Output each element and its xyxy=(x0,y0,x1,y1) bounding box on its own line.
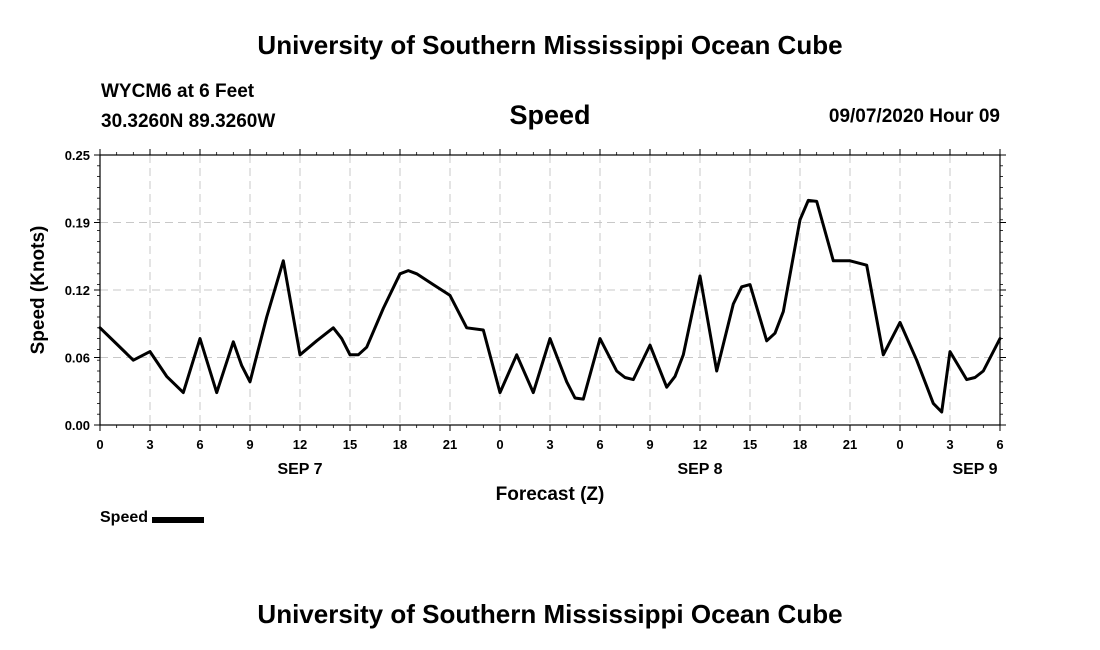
x-tick-label: 3 xyxy=(146,437,153,452)
y-axis-ticks: 0.00 0.06 0.12 0.19 0.25 xyxy=(65,148,1006,433)
station-name: WYCM6 at 6 Feet xyxy=(101,81,255,102)
station-info: WYCM6 at 6 Feet 30.3260N 89.3260W xyxy=(101,77,275,137)
chart-title: Speed xyxy=(509,100,591,130)
legend-label: Speed xyxy=(100,509,149,526)
x-tick-label: 18 xyxy=(793,437,807,452)
x-axis-ticks: 0 3 6 9 12 15 18 21 0 3 6 9 12 15 18 21 0 3 6 xyxy=(96,149,1004,452)
forecast-datetime: 09/07/2020 Hour 09 xyxy=(828,106,1000,127)
series-line-speed xyxy=(98,198,1002,414)
grid-lines xyxy=(100,155,1000,425)
x-tick-label: 0 xyxy=(496,437,503,452)
x-tick-label: 12 xyxy=(693,437,707,452)
x-tick-label: 9 xyxy=(246,437,253,452)
x-tick-label: 18 xyxy=(393,437,407,452)
x-tick-label: 3 xyxy=(946,437,953,452)
y-tick-label: 0.00 xyxy=(65,418,90,433)
y-tick-label: 0.25 xyxy=(65,148,90,163)
x-axis-label: Forecast (Z) xyxy=(496,484,605,505)
x-tick-label: 3 xyxy=(546,437,553,452)
legend: Speed xyxy=(100,509,205,527)
day-labels: SEP 7 SEP 8 SEP 9 xyxy=(277,461,997,478)
x-tick-label: 21 xyxy=(443,437,457,452)
top-title: University of Southern Mississippi Ocean… xyxy=(257,30,843,60)
x-tick-label: 12 xyxy=(293,437,307,452)
station-coordinates: 30.3260N 89.3260W xyxy=(101,111,276,132)
y-tick-label: 0.12 xyxy=(65,283,90,298)
x-tick-label: 6 xyxy=(596,437,603,452)
day-label: SEP 7 xyxy=(277,461,322,478)
x-tick-label: 15 xyxy=(743,437,757,452)
bottom-title: University of Southern Mississippi Ocean… xyxy=(257,599,843,629)
x-tick-label: 21 xyxy=(843,437,857,452)
x-tick-label: 6 xyxy=(196,437,203,452)
y-tick-label: 0.06 xyxy=(65,351,90,366)
legend-line-swatch xyxy=(152,516,205,523)
day-label: SEP 8 xyxy=(677,461,722,478)
x-tick-label: 0 xyxy=(96,437,103,452)
day-label: SEP 9 xyxy=(952,461,997,478)
x-tick-label: 9 xyxy=(646,437,653,452)
x-tick-label: 15 xyxy=(343,437,357,452)
x-tick-label: 0 xyxy=(896,437,903,452)
series-group xyxy=(98,198,1002,414)
x-tick-label: 6 xyxy=(996,437,1003,452)
y-axis-label: Speed (Knots) xyxy=(28,226,49,355)
y-tick-label: 0.19 xyxy=(65,216,90,231)
